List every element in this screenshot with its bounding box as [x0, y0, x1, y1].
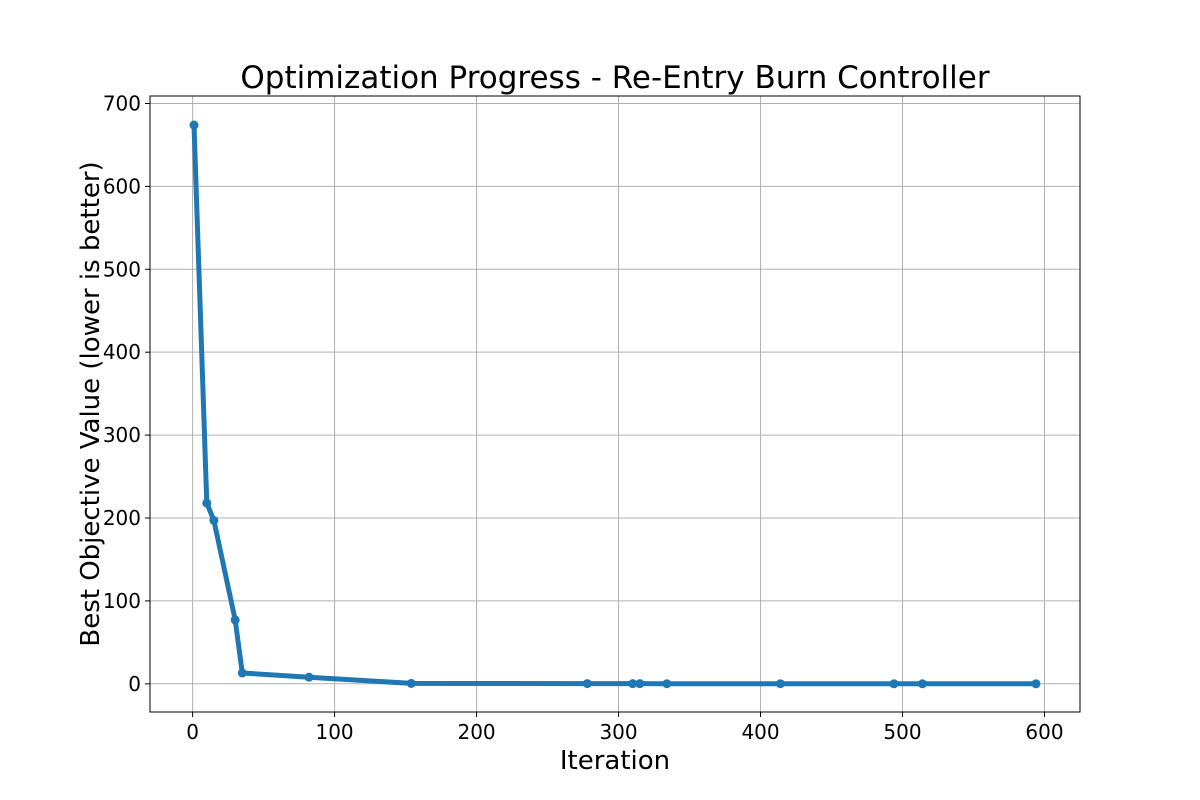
- data-point: [775, 679, 785, 689]
- y-tick-label: 200: [103, 506, 141, 530]
- x-tick-label: 400: [741, 720, 779, 744]
- data-point: [209, 515, 219, 525]
- data-point: [582, 679, 592, 689]
- data-point: [304, 672, 314, 682]
- chart-title: Optimization Progress - Re-Entry Burn Co…: [240, 60, 989, 96]
- x-tick-label: 200: [457, 720, 495, 744]
- plot-frame: [149, 95, 1081, 713]
- x-tick-label: 500: [883, 720, 921, 744]
- y-tick-label: 600: [103, 174, 141, 198]
- y-tick-label: 100: [103, 589, 141, 613]
- data-point: [662, 679, 672, 689]
- data-point: [189, 120, 199, 130]
- y-tick-label: 700: [103, 91, 141, 115]
- data-point: [917, 679, 927, 689]
- data-point: [230, 615, 240, 625]
- y-tick-label: 400: [103, 340, 141, 364]
- data-point: [635, 679, 645, 689]
- data-point: [628, 679, 638, 689]
- y-tick-label: 500: [103, 257, 141, 281]
- data-point: [406, 678, 416, 688]
- x-tick-label: 0: [186, 720, 199, 744]
- ticks: 0 100 200 300 400 500 600 0 100 200 300 400 500 600 70…: [103, 91, 1064, 744]
- data-point: [1031, 679, 1041, 689]
- x-tick-label: 300: [599, 720, 637, 744]
- y-tick-label: 0: [128, 672, 141, 696]
- data-point: [889, 679, 899, 689]
- x-tick-label: 600: [1025, 720, 1063, 744]
- x-tick-label: 100: [315, 720, 353, 744]
- x-axis-label: Iteration: [560, 746, 670, 776]
- series-layer: [189, 120, 1041, 689]
- grid: [150, 96, 1080, 712]
- data-point: [237, 668, 247, 678]
- y-tick-label: 300: [103, 423, 141, 447]
- data-point: [202, 498, 212, 508]
- y-axis-label: Best Objective Value (lower is better): [76, 161, 106, 646]
